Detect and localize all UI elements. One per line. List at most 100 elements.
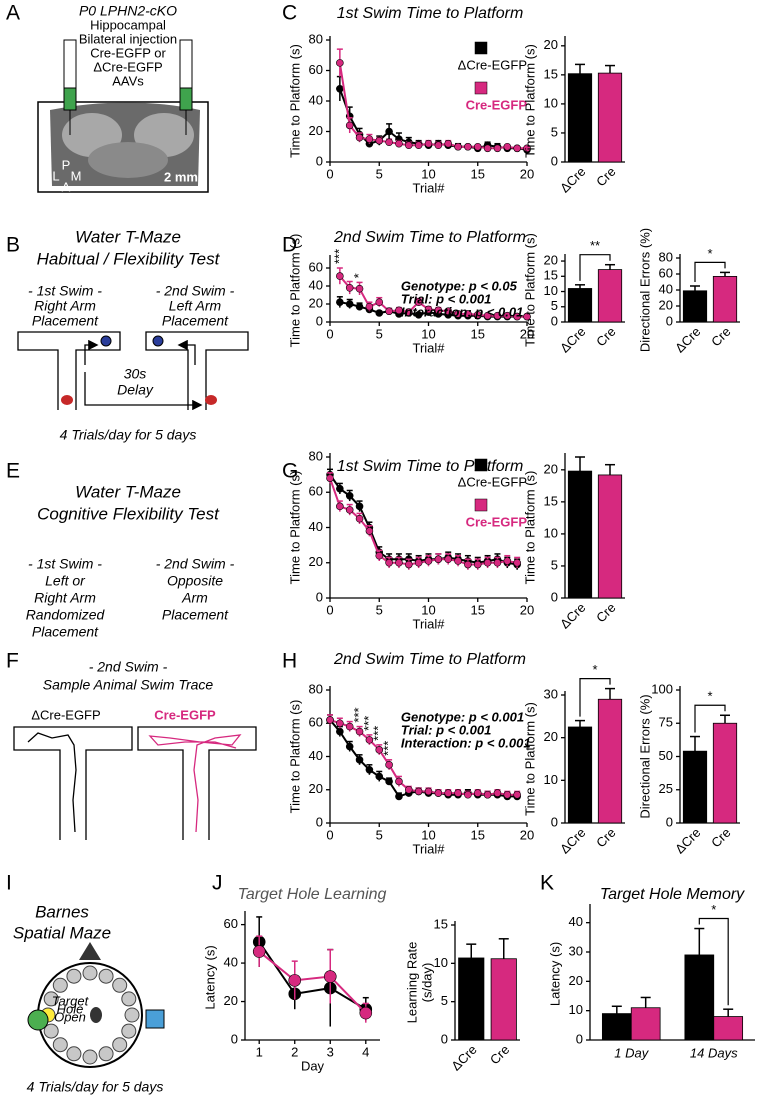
x-tick-label: Cre [593,324,618,349]
x-tick-label: 20 [520,602,534,617]
point [395,792,403,801]
y-axis-label: Time to Platform (s) [522,233,537,347]
x-tick-label: 20 [520,326,534,341]
significance: *** [351,707,366,722]
point [503,790,512,799]
significance: *** [331,249,346,264]
point [365,135,374,143]
point [375,309,384,317]
point [523,144,531,153]
y-tick-label: 40 [224,955,238,970]
significance-bracket [694,261,726,282]
point [375,298,384,307]
x-tick-label: Cre [487,1042,512,1067]
y-tick-label: 80 [309,681,323,696]
hole [98,1046,114,1062]
point [424,557,433,565]
compass: L [52,168,59,183]
point [345,722,354,731]
point [336,59,344,67]
y-tick-label: 5 [551,298,558,313]
point [404,141,413,150]
y-axis-label: Time to Platform (s) [522,44,537,158]
x-tick-label: Cre [593,164,618,189]
bar [682,290,708,323]
significance: *** [371,726,386,741]
point [493,789,502,797]
x-axis-label: Day [301,1058,325,1073]
point [454,789,462,797]
trace-label: ΔCre-EGFP [31,707,100,722]
point [493,144,502,153]
point [395,558,403,567]
y-tick-label: 60 [309,259,323,274]
x-axis-label: Trial# [412,841,445,856]
y-tick-label: 0 [231,1031,238,1046]
hole [124,1007,140,1023]
point [345,506,354,514]
point [483,144,492,153]
bar [712,275,738,323]
x-tick-label: 5 [376,166,383,181]
point [345,300,354,308]
stat-text: Genotype: p < 0.05 [401,278,518,293]
text: Opposite [167,573,223,589]
bar [597,269,623,323]
point [464,790,472,799]
t-maze [137,726,257,840]
y-axis-label: Time to Platform (s) [522,702,537,816]
compass: P [62,157,71,172]
y-tick-label: 25 [659,781,673,796]
x-axis-label: Trial# [412,180,445,195]
y-tick-label: 20 [224,993,238,1008]
syringe-fill [179,87,193,111]
stat-text: Genotype: p < 0.001 [401,709,524,724]
subtitle: Sample Animal Swim Trace [43,677,214,693]
text: Right Arm [34,590,96,606]
x-tick-label: ΔCre [557,164,589,196]
mouse [90,1007,102,1023]
syringe-fill [63,87,77,111]
text: Delay [117,382,154,398]
significance-bracket [579,254,611,281]
x-tick-label: 3 [327,1044,334,1059]
x-tick-label: ΔCre [448,1042,480,1074]
point [513,144,521,153]
point [444,789,453,797]
y-tick-label: 0 [316,313,323,328]
text: Bilateral injection [79,31,177,46]
chart-title: 2nd Swim Time to Platform [333,229,526,246]
bar [712,722,738,824]
scale-label: 2 mm [164,169,198,184]
x-tick-label: 10 [421,827,435,842]
point [355,133,364,142]
text: Arm [181,590,208,606]
y-tick-label: 5 [441,993,448,1008]
y-tick-label: 40 [309,519,323,534]
point [444,555,453,564]
cue-triangle [79,942,101,960]
point [326,474,334,482]
stat-text: Interaction: p < 0.01 [401,304,523,319]
point [473,310,482,319]
y-tick-label: 40 [309,277,323,292]
y-tick-label: 40 [309,92,323,107]
point [404,560,413,569]
x-tick-label: 0 [326,326,333,341]
panel-a: P0 LPHN2-cKO Hippocampal Bilateral injec… [37,3,209,194]
point [434,555,443,564]
point [395,777,403,786]
bar [713,1016,744,1041]
y-tick-label: 10 [434,955,448,970]
y-tick-label: 0 [316,153,323,168]
y-tick-label: 80 [309,448,323,463]
y-tick-label: 0 [666,313,673,328]
x-tick-label: ΔCre [672,825,704,857]
point [345,742,354,751]
point [365,302,374,311]
x-tick-label: Cre [593,825,618,850]
point [454,310,462,318]
y-axis-label: Latency (s) [202,945,217,1009]
y-tick-label: 30 [544,686,558,701]
point [336,298,344,307]
